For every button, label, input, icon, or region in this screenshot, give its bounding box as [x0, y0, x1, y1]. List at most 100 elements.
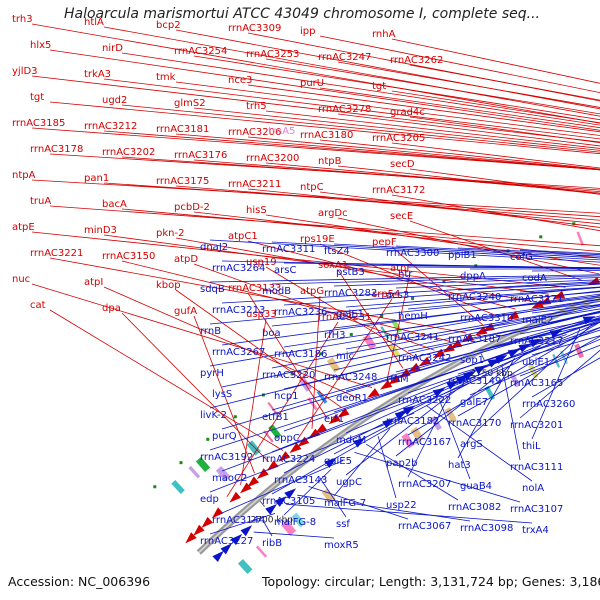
forward-gene-label: tgt — [30, 92, 44, 103]
reverse-gene-label: boa — [262, 328, 281, 339]
feature-box — [215, 465, 231, 482]
reverse-gene-label: malFG-8 — [274, 517, 316, 528]
forward-gene-label: atpD — [174, 254, 198, 265]
forward-leader-line — [337, 113, 600, 147]
forward-gene-label: tmk — [156, 72, 176, 83]
reverse-leader-line — [221, 370, 490, 472]
forward-gene-label: soxA1 — [318, 260, 348, 271]
marker — [290, 372, 294, 376]
reverse-gene-label: rrnAC3224 — [262, 454, 315, 465]
reverse-gene-label: pap2b — [386, 458, 418, 469]
reverse-leader-line — [438, 398, 471, 480]
marker — [539, 235, 543, 239]
reverse-gene-label: deoR1 — [336, 393, 368, 404]
feature-box — [316, 390, 328, 404]
forward-gene-arrow — [278, 451, 291, 462]
forward-gene-label: trh3 — [12, 14, 33, 25]
forward-leader-line — [31, 75, 600, 143]
forward-gene-label: rps19E — [300, 234, 335, 245]
forward-gene-label: atpG — [300, 286, 324, 297]
reverse-leader-line — [263, 522, 273, 537]
reverse-leader-line — [271, 315, 600, 411]
forward-leader-line — [49, 309, 284, 451]
kbp-tick — [259, 500, 266, 507]
reverse-leader-line — [221, 305, 600, 388]
reverse-gene-arrow — [274, 496, 287, 507]
reverse-gene-label: cofG — [510, 252, 533, 263]
reverse-leader-line — [407, 266, 600, 269]
forward-leader-line — [337, 61, 600, 108]
forward-gene-label: rrnAC3175 — [156, 176, 209, 187]
reverse-gene-label: rrnAC3165 — [510, 378, 563, 389]
feature-box — [237, 559, 253, 574]
forward-gene-arrow — [315, 423, 328, 434]
feature-box — [246, 440, 261, 456]
reverse-gene-label: edp — [200, 494, 219, 505]
feature-box — [281, 520, 297, 536]
reverse-leader-line — [519, 349, 600, 419]
forward-gene-label: rrnAC3262 — [390, 55, 443, 66]
reverse-gene-arrow — [265, 504, 277, 515]
forward-gene-arrow — [367, 388, 380, 398]
forward-leader-line — [103, 78, 600, 140]
forward-gene-arrow — [289, 442, 302, 454]
forward-gene-label: pcbD-2 — [174, 202, 210, 213]
reverse-leader-line — [345, 304, 600, 350]
reverse-gene-label: galE7 — [460, 397, 488, 408]
forward-leader-line — [297, 298, 393, 440]
reverse-leader-line — [209, 298, 600, 367]
forward-gene-label: srp54 — [372, 289, 400, 300]
reverse-leader-line — [457, 282, 600, 291]
forward-gene-label: nirD — [102, 43, 123, 54]
reverse-leader-line — [319, 477, 347, 518]
reverse-leader-line — [501, 364, 521, 461]
reverse-gene-label: rrnAC3111 — [510, 462, 563, 473]
forward-gene-label: rrnAC3178 — [30, 144, 83, 155]
reverse-gene-arrow — [284, 488, 297, 500]
feature-box — [444, 407, 457, 423]
reverse-leader-line — [209, 310, 600, 409]
reverse-gene-label: ssf — [336, 519, 350, 530]
forward-gene-label: rrnAC3180 — [300, 130, 353, 141]
forward-gene-label: rrnAC3133 — [228, 283, 281, 294]
reverse-leader-line — [469, 323, 594, 438]
feature-box — [195, 456, 211, 473]
reverse-gene-label: pyrH — [200, 368, 224, 379]
forward-leader-line — [337, 269, 404, 369]
forward-gene-label: rrnAC3309 — [228, 23, 281, 34]
reverse-leader-line — [345, 384, 464, 476]
forward-leader-line — [319, 191, 600, 228]
reverse-gene-label: etfB1 — [262, 412, 289, 423]
reverse-leader-line — [407, 321, 600, 436]
reverse-gene-label: modB — [262, 286, 291, 297]
forward-leader-line — [175, 185, 600, 221]
forward-leader-line — [193, 107, 600, 151]
reverse-gene-label: htr — [398, 269, 413, 280]
forward-leader-line — [391, 194, 600, 232]
reverse-gene-label: trxA4 — [522, 525, 549, 536]
reverse-leader-line — [271, 339, 554, 453]
reverse-gene-label: rrnAC3236 — [274, 307, 327, 318]
feature-box — [267, 402, 278, 415]
reverse-gene-label: rrnAC3282 — [324, 288, 377, 299]
feature-box — [362, 334, 377, 350]
reverse-leader-line — [297, 494, 471, 522]
reverse-leader-line — [283, 377, 477, 474]
marker — [506, 249, 510, 253]
forward-leader-line — [175, 81, 600, 136]
forward-gene-label: rrnAC3202 — [102, 147, 155, 158]
reverse-leader-line — [377, 436, 397, 499]
reverse-leader-line — [407, 327, 600, 394]
forward-gene-label: atpF — [390, 263, 412, 274]
reverse-gene-label: galE1 — [336, 309, 364, 320]
reverse-gene-label: erf1 — [324, 414, 344, 425]
forward-gene-label: usp33 — [246, 309, 277, 320]
forward-gene-label: truA — [30, 196, 51, 207]
forward-leader-line — [121, 312, 269, 463]
forward-gene-arrow — [201, 516, 213, 528]
forward-leader-line — [175, 29, 600, 110]
forward-leader-line — [337, 217, 600, 275]
reverse-gene-label: dppA — [460, 271, 486, 282]
forward-gene-label: rrnAC3212 — [84, 121, 137, 132]
forward-leader-line — [319, 139, 600, 170]
